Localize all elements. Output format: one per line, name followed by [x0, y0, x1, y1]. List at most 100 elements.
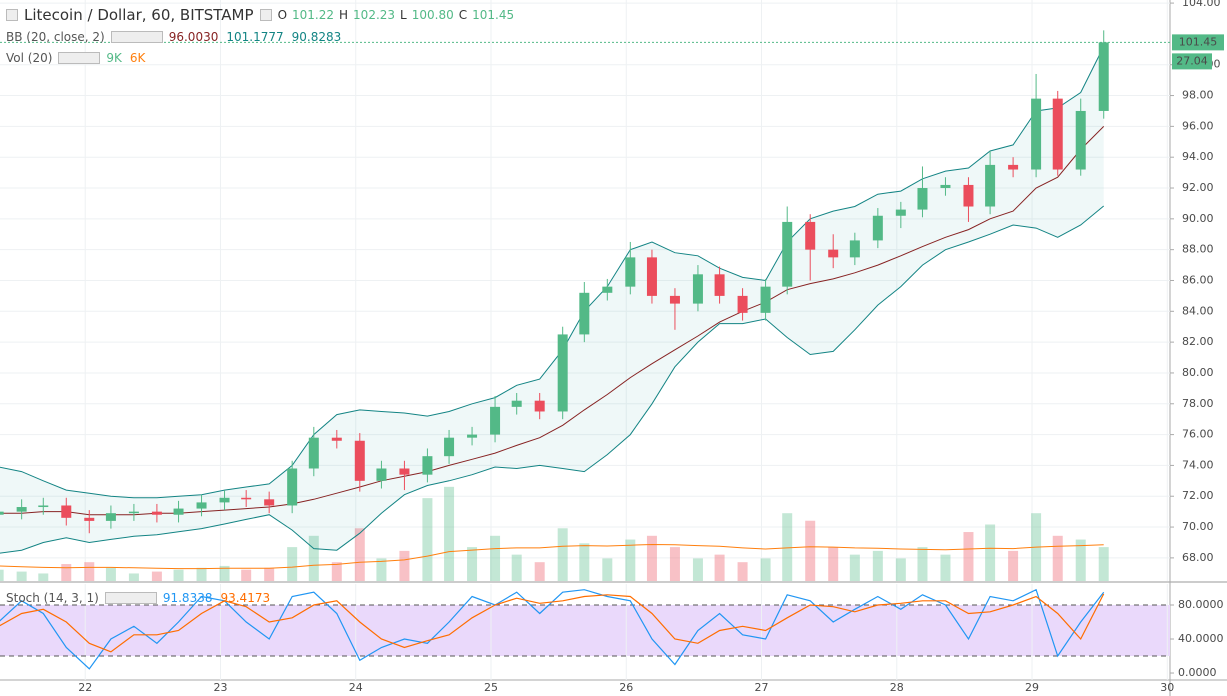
- candle-body: [872, 215, 883, 241]
- volume-bar: [331, 562, 342, 581]
- candle-body: [490, 406, 501, 435]
- candle-body: [151, 511, 162, 515]
- settings-icon[interactable]: [259, 9, 272, 21]
- candle-body: [399, 468, 410, 475]
- candle-body: [376, 468, 387, 481]
- x-tick-label: 26: [619, 681, 633, 694]
- volume-bar: [128, 573, 139, 581]
- candle-body: [241, 497, 252, 500]
- candle-body: [219, 497, 230, 503]
- volume-bar: [782, 513, 793, 581]
- collapse-icon[interactable]: [6, 9, 18, 21]
- candle-body: [940, 184, 951, 189]
- candle-body: [308, 437, 319, 469]
- y-tick-label: 40.0000: [1178, 632, 1224, 645]
- ohlc-value: 100.80: [411, 8, 454, 22]
- volume-bar: [760, 558, 771, 581]
- vol-value: 6K: [129, 51, 146, 65]
- volume-bar: [1098, 547, 1109, 581]
- candle-body: [646, 257, 657, 296]
- volume-bar: [940, 554, 951, 581]
- x-tick-label: 27: [755, 681, 769, 694]
- stoch-icons[interactable]: [104, 592, 157, 604]
- stoch-line: [0, 588, 1105, 670]
- candle-body: [173, 508, 184, 515]
- volume-bar: [872, 550, 883, 581]
- candle-body: [782, 221, 793, 287]
- candle-body: [61, 505, 72, 518]
- x-tick-label: 25: [484, 681, 498, 694]
- y-tick-label: 86.00: [1182, 273, 1214, 286]
- candle-body: [985, 164, 996, 207]
- y-tick-label: 96.00: [1182, 119, 1214, 132]
- volume-bar: [61, 564, 72, 581]
- candle-body: [1008, 164, 1019, 170]
- y-tick-label: 74.00: [1182, 458, 1214, 471]
- candle-body: [1098, 42, 1109, 111]
- bb-value: 90.8283: [291, 30, 342, 44]
- volume-bar: [467, 547, 478, 581]
- x-tick-label: 29: [1025, 681, 1039, 694]
- y-tick-label: 76.00: [1182, 428, 1214, 441]
- candle-body: [760, 286, 771, 313]
- ohlc-key: C: [458, 8, 468, 22]
- volume-bar: [287, 547, 298, 581]
- volume-bar: [917, 547, 928, 581]
- candle-body: [625, 257, 636, 287]
- volume-bar: [895, 558, 906, 581]
- candle-body: [84, 517, 95, 521]
- symbol-title: Litecoin / Dollar, 60, BITSTAMP: [24, 6, 254, 24]
- ohlc-key: H: [339, 8, 349, 22]
- bb-value: 96.0030: [168, 30, 219, 44]
- vol-values: 9K 6K: [106, 51, 145, 65]
- volume-bar: [219, 565, 230, 581]
- candle-body: [196, 502, 207, 509]
- ohlc-value: 101.45: [472, 8, 515, 22]
- candle-body: [287, 468, 298, 506]
- x-tick-label: 23: [213, 681, 227, 694]
- y-tick-label: 88.00: [1182, 243, 1214, 256]
- candle-body: [828, 249, 839, 258]
- symbol-legend: Litecoin / Dollar, 60, BITSTAMP O 101.22 H…: [6, 6, 514, 24]
- volume-bar: [511, 554, 522, 581]
- volume-bar: [264, 567, 275, 581]
- stoch-line: [0, 593, 1105, 653]
- stoch-legend: Stoch (14, 3, 1) 91.8338 93.4173: [6, 591, 270, 605]
- candle-body: [444, 437, 455, 457]
- volume-bar: [985, 524, 996, 581]
- last-price-box: [1172, 34, 1224, 51]
- volume-bar: [625, 539, 636, 581]
- y-tick-label: 94.00: [1182, 150, 1214, 163]
- ohlc-value: 102.23: [353, 8, 396, 22]
- volume-bar: [534, 562, 545, 581]
- stoch-label: Stoch (14, 3, 1): [6, 591, 99, 605]
- volume-bar: [241, 569, 252, 581]
- bb-icons[interactable]: [110, 31, 163, 43]
- candle-body: [805, 221, 816, 250]
- vol-legend: Vol (20) 9K 6K: [6, 51, 145, 65]
- candle-body: [264, 499, 275, 506]
- candle-body: [714, 274, 725, 296]
- bb-value: 101.1777: [226, 30, 284, 44]
- candle-body: [0, 511, 4, 515]
- y-tick-label: 90.00: [1182, 212, 1214, 225]
- candle-body: [1075, 110, 1086, 170]
- vol-icons[interactable]: [58, 52, 101, 64]
- volume-bar: [444, 486, 455, 581]
- vol-value: 9K: [106, 51, 122, 65]
- vol-label: Vol (20): [6, 51, 53, 65]
- candle-body: [128, 511, 139, 514]
- y-tick-label: 98.00: [1182, 89, 1214, 102]
- volume-bar: [151, 571, 162, 581]
- volume-bar: [714, 554, 725, 581]
- badge-label: 27.04: [1176, 54, 1208, 67]
- x-tick-label: 24: [349, 681, 363, 694]
- y-tick-label: 104.00: [1182, 0, 1221, 9]
- volume-bar: [173, 569, 184, 581]
- candle-body: [354, 440, 365, 481]
- volume-bar: [308, 535, 319, 581]
- y-tick-label: 78.00: [1182, 397, 1214, 410]
- volume-bar: [828, 547, 839, 581]
